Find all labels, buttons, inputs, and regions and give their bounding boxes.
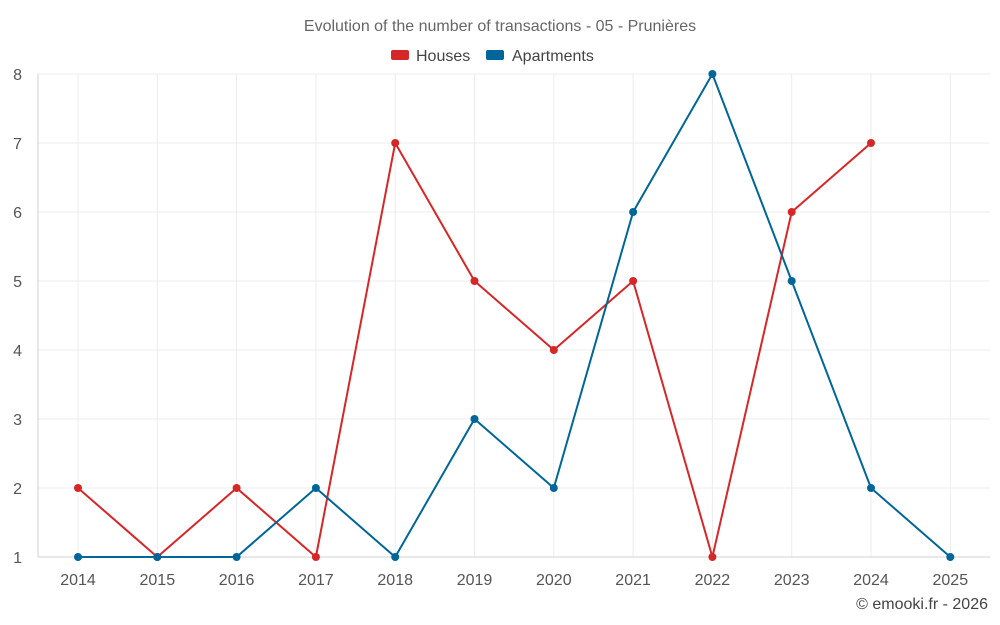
- x-axis: 2014 2015 2016 2017 2018 2019 2020 2021 2022 2023…: [60, 572, 968, 589]
- y-tick-label: 7: [13, 136, 22, 153]
- series-apartments: [74, 70, 955, 561]
- grid: [37, 73, 990, 558]
- point-apartments-2023[interactable]: [787, 277, 796, 285]
- x-tick-label: 2024: [853, 572, 889, 589]
- point-houses-2019[interactable]: [470, 277, 479, 285]
- point-apartments-2014[interactable]: [74, 553, 82, 561]
- point-apartments-2025[interactable]: [946, 553, 955, 561]
- point-apartments-2017[interactable]: [311, 484, 320, 492]
- y-tick-label: 6: [13, 205, 22, 222]
- x-tick-label: 2025: [933, 572, 969, 589]
- legend-label-apartments: Apartments: [512, 48, 594, 65]
- y-axis: 1 2 3 4 5 6 7 8: [13, 67, 22, 567]
- point-houses-2022[interactable]: [708, 553, 717, 561]
- x-tick-label: 2017: [298, 572, 334, 589]
- y-tick-label: 2: [13, 481, 22, 498]
- x-tick-label: 2019: [457, 572, 493, 589]
- point-houses-2024[interactable]: [867, 139, 875, 147]
- x-tick-label: 2021: [615, 572, 651, 589]
- point-apartments-2020[interactable]: [549, 484, 558, 492]
- point-apartments-2015[interactable]: [153, 553, 162, 561]
- chart-title: Evolution of the number of transactions …: [304, 18, 696, 35]
- legend-label-houses: Houses: [416, 48, 470, 65]
- point-apartments-2019[interactable]: [470, 415, 479, 423]
- legend-swatch-houses: [391, 50, 409, 60]
- point-apartments-2018[interactable]: [391, 553, 400, 561]
- y-tick-label: 5: [13, 274, 22, 291]
- point-houses-2021[interactable]: [629, 277, 638, 285]
- point-apartments-2024[interactable]: [867, 484, 875, 492]
- y-tick-label: 1: [13, 550, 22, 567]
- point-houses-2017[interactable]: [311, 553, 320, 561]
- point-apartments-2021[interactable]: [629, 208, 638, 216]
- legend: Houses Apartments: [391, 48, 594, 65]
- series-houses: [74, 139, 875, 561]
- x-tick-label: 2014: [60, 572, 96, 589]
- point-houses-2016[interactable]: [232, 484, 241, 492]
- x-tick-label: 2016: [219, 572, 255, 589]
- point-houses-2020[interactable]: [549, 346, 558, 354]
- point-houses-2014[interactable]: [74, 484, 82, 492]
- y-tick-label: 8: [13, 67, 22, 84]
- credit: © emooki.fr - 2026: [856, 596, 988, 613]
- x-tick-label: 2015: [140, 572, 176, 589]
- point-houses-2018[interactable]: [391, 139, 400, 147]
- legend-item-apartments[interactable]: Apartments: [486, 48, 594, 65]
- series-line-apartments: [78, 73, 951, 558]
- point-apartments-2016[interactable]: [232, 553, 241, 561]
- y-tick-label: 4: [13, 343, 22, 360]
- x-tick-label: 2018: [377, 572, 413, 589]
- x-tick-label: 2020: [536, 572, 572, 589]
- x-tick-label: 2023: [774, 572, 810, 589]
- point-houses-2023[interactable]: [787, 208, 796, 216]
- series-layer: [74, 70, 955, 561]
- point-apartments-2022[interactable]: [708, 70, 717, 78]
- x-tick-label: 2022: [695, 572, 731, 589]
- legend-item-houses[interactable]: Houses: [391, 48, 470, 65]
- legend-swatch-apartments: [486, 50, 504, 60]
- y-tick-label: 3: [13, 412, 22, 429]
